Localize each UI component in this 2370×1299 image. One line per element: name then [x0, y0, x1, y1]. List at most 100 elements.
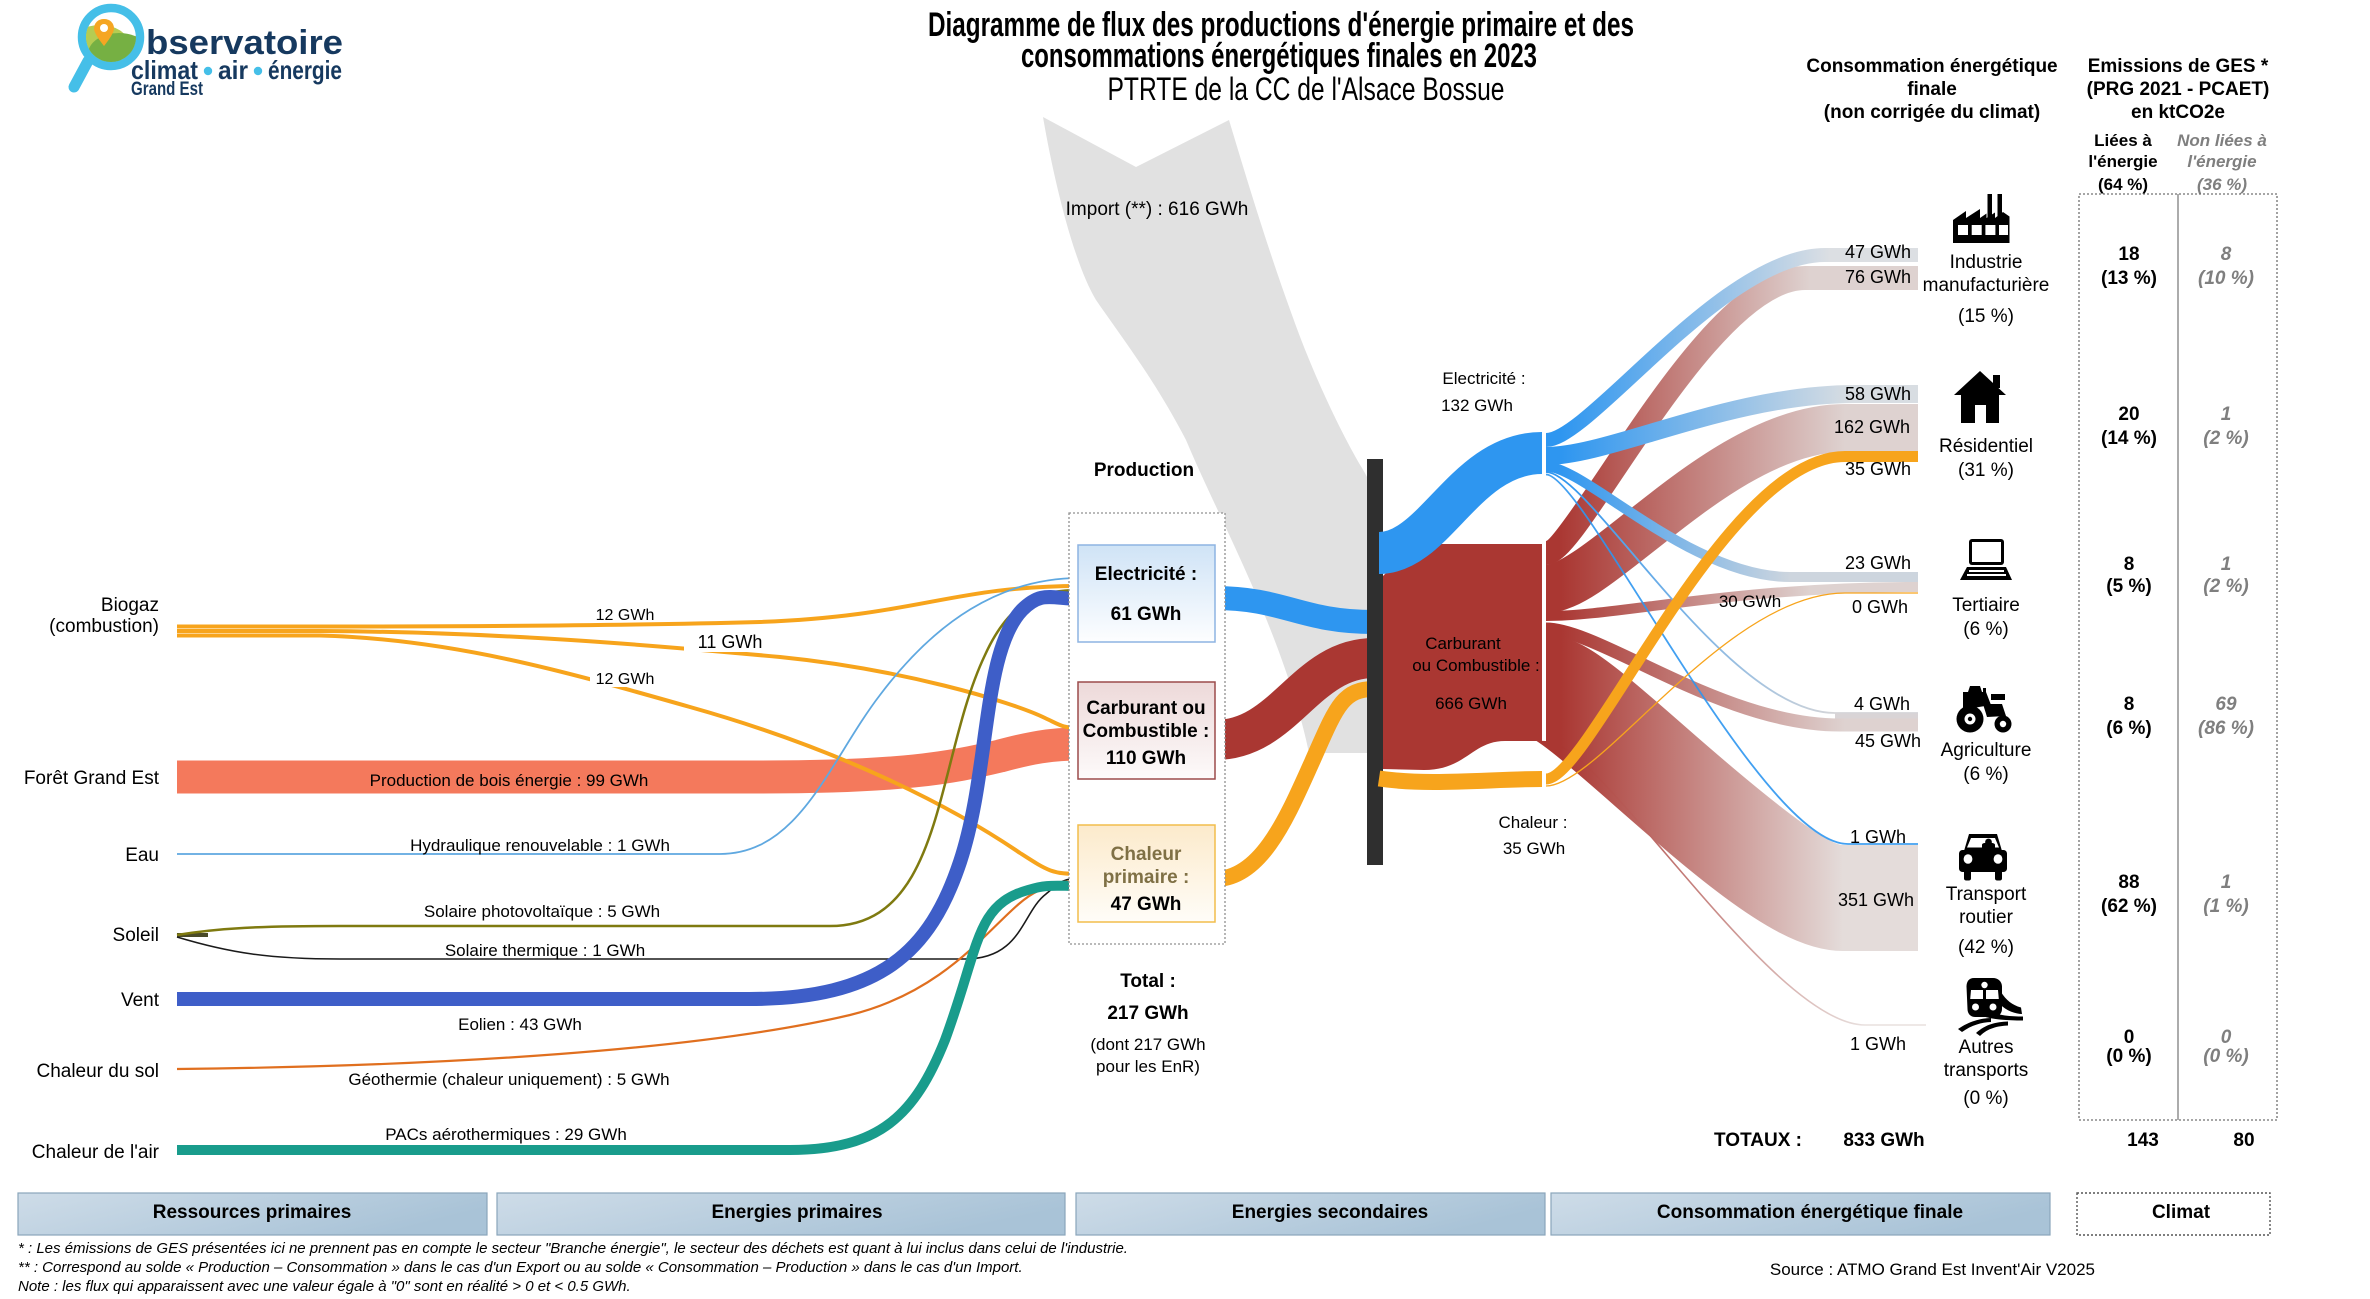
svg-text:Combustible :: Combustible :	[1083, 721, 1210, 742]
svg-text:Transport: Transport	[1946, 884, 2027, 905]
svg-text:l'énergie: l'énergie	[2187, 152, 2256, 171]
svg-text:8: 8	[2124, 694, 2135, 715]
svg-text:** : Correspond au solde « Pro: ** : Correspond au solde « Production – …	[18, 1259, 1023, 1276]
svg-text:Energies secondaires: Energies secondaires	[1232, 1202, 1428, 1223]
svg-text:(6 %): (6 %)	[1963, 619, 2008, 640]
svg-text:TOTAUX :: TOTAUX :	[1714, 1130, 1802, 1151]
svg-text:Tertiaire: Tertiaire	[1952, 595, 2020, 616]
svg-text:finale: finale	[1907, 79, 1957, 100]
svg-text:Chaleur de l'air: Chaleur de l'air	[32, 1142, 160, 1163]
svg-text:58 GWh: 58 GWh	[1845, 384, 1911, 404]
svg-text:47 GWh: 47 GWh	[1111, 894, 1182, 915]
svg-text:Electricité :: Electricité :	[1442, 369, 1525, 388]
svg-text:énergie: énergie	[268, 55, 342, 85]
svg-text:en ktCO2e: en ktCO2e	[2131, 102, 2225, 123]
svg-text:Chaleur: Chaleur	[1111, 844, 1182, 865]
svg-text:routier: routier	[1959, 907, 2014, 928]
svg-text:(86 %): (86 %)	[2198, 718, 2254, 739]
svg-text:Energies primaires: Energies primaires	[711, 1202, 882, 1223]
svg-text:1: 1	[2221, 872, 2232, 893]
svg-text:1 GWh: 1 GWh	[1850, 1034, 1906, 1054]
svg-text:Electricité :: Electricité :	[1095, 564, 1197, 585]
svg-text:217 GWh: 217 GWh	[1107, 1003, 1188, 1024]
svg-text:Grand Est: Grand Est	[131, 79, 204, 100]
svg-text:(5 %): (5 %)	[2106, 576, 2151, 597]
svg-text:(10 %): (10 %)	[2198, 268, 2254, 289]
svg-text:4 GWh: 4 GWh	[1854, 694, 1910, 714]
svg-text:Source : ATMO Grand Est Invent: Source : ATMO Grand Est Invent'Air V2025	[1770, 1260, 2095, 1279]
svg-text:Biogaz: Biogaz	[101, 595, 159, 616]
svg-text:80: 80	[2233, 1130, 2254, 1151]
svg-text:Chaleur du sol: Chaleur du sol	[36, 1061, 159, 1082]
svg-text:20: 20	[2118, 404, 2139, 425]
svg-text:* : Les émissions de GES prése: * : Les émissions de GES présentées ici …	[18, 1240, 1128, 1257]
svg-text:Liées à: Liées à	[2094, 131, 2152, 150]
svg-text:0: 0	[2221, 1027, 2232, 1048]
svg-text:ou Combustible :: ou Combustible :	[1412, 656, 1540, 675]
svg-text:Vent: Vent	[121, 990, 160, 1011]
svg-text:Forêt Grand Est: Forêt Grand Est	[24, 768, 160, 789]
svg-text:1: 1	[2221, 404, 2232, 425]
svg-text:35 GWh: 35 GWh	[1845, 459, 1911, 479]
svg-text:Solaire photovoltaïque : 5 GW: Solaire photovoltaïque : 5 GWh	[424, 902, 660, 921]
svg-text:351 GWh: 351 GWh	[1838, 890, 1914, 910]
svg-text:45 GWh: 45 GWh	[1855, 731, 1921, 751]
svg-text:30 GWh: 30 GWh	[1719, 592, 1781, 611]
svg-text:(1 %): (1 %)	[2203, 896, 2248, 917]
svg-text:PTRTE de la CC de l'Alsace Bos: PTRTE de la CC de l'Alsace Bossue	[1108, 71, 1505, 107]
svg-text:Eau: Eau	[125, 845, 159, 866]
svg-text:(31 %): (31 %)	[1958, 460, 2014, 481]
svg-text:Diagramme de flux des producti: Diagramme de flux des productions d'éner…	[928, 6, 1634, 44]
svg-text:(62 %): (62 %)	[2101, 896, 2157, 917]
svg-text:8: 8	[2221, 244, 2232, 265]
svg-text:air: air	[218, 55, 248, 85]
svg-text:Autres: Autres	[1959, 1037, 2014, 1058]
svg-text:l'énergie: l'énergie	[2088, 152, 2157, 171]
svg-text:35 GWh: 35 GWh	[1503, 839, 1565, 858]
svg-text:Note : les flux qui apparaisse: Note : les flux qui apparaissent avec un…	[18, 1278, 631, 1295]
svg-text:Ressources primaires: Ressources primaires	[153, 1202, 352, 1223]
svg-text:76 GWh: 76 GWh	[1845, 267, 1911, 287]
svg-text:0: 0	[2124, 1027, 2135, 1048]
svg-text:132 GWh: 132 GWh	[1441, 396, 1513, 415]
svg-text:(0 %): (0 %)	[2203, 1046, 2248, 1067]
svg-text:(6 %): (6 %)	[2106, 718, 2151, 739]
svg-text:transports: transports	[1944, 1060, 2028, 1081]
svg-text:Carburant ou: Carburant ou	[1086, 698, 1205, 719]
svg-text:8: 8	[2124, 554, 2135, 575]
svg-text:(0 %): (0 %)	[1963, 1088, 2008, 1109]
svg-text:23 GWh: 23 GWh	[1845, 553, 1911, 573]
svg-text:12 GWh: 12 GWh	[596, 671, 655, 688]
svg-text:(15 %): (15 %)	[1958, 306, 2014, 327]
svg-text:(2 %): (2 %)	[2203, 576, 2248, 597]
svg-text:PACs aérothermiques : 29 GWh: PACs aérothermiques : 29 GWh	[385, 1125, 627, 1144]
svg-text:Résidentiel: Résidentiel	[1939, 436, 2033, 457]
svg-text:Chaleur :: Chaleur :	[1499, 813, 1568, 832]
svg-text:Industrie: Industrie	[1950, 252, 2023, 273]
svg-text:Import (**) : 616 GWh: Import (**) : 616 GWh	[1066, 199, 1249, 220]
svg-text:(dont 217 GWh: (dont 217 GWh	[1090, 1035, 1205, 1054]
svg-text:Géothermie (chaleur uniquement: Géothermie (chaleur uniquement) : 5 GWh	[348, 1070, 669, 1089]
svg-text:(0 %): (0 %)	[2106, 1046, 2151, 1067]
svg-text:(36 %): (36 %)	[2197, 175, 2247, 194]
svg-text:(2 %): (2 %)	[2203, 428, 2248, 449]
svg-text:Agriculture: Agriculture	[1941, 740, 2032, 761]
svg-text:162 GWh: 162 GWh	[1834, 417, 1910, 437]
svg-text:143: 143	[2127, 1130, 2159, 1151]
svg-text:Climat: Climat	[2152, 1202, 2211, 1223]
svg-text:Eolien : 43 GWh: Eolien : 43 GWh	[458, 1015, 582, 1034]
svg-text:pour les EnR): pour les EnR)	[1096, 1057, 1200, 1076]
svg-text:Production de bois énergie :: Production de bois énergie : 99 GWh	[370, 771, 649, 790]
svg-text:Production: Production	[1094, 460, 1194, 481]
svg-text:Total :: Total :	[1120, 971, 1176, 992]
svg-text:1 GWh: 1 GWh	[1850, 827, 1906, 847]
svg-text:(13 %): (13 %)	[2101, 268, 2157, 289]
svg-text:Carburant: Carburant	[1425, 634, 1501, 653]
svg-text:Consommation énergétique final: Consommation énergétique finale	[1657, 1202, 1963, 1223]
svg-text:666 GWh: 666 GWh	[1435, 694, 1507, 713]
svg-text:1: 1	[2221, 554, 2232, 575]
svg-text:(PRG 2021 - PCAET): (PRG 2021 - PCAET)	[2087, 79, 2270, 100]
svg-text:Emissions de GES *: Emissions de GES *	[2088, 56, 2269, 77]
svg-text:(64 %): (64 %)	[2098, 175, 2148, 194]
svg-text:(6 %): (6 %)	[1963, 764, 2008, 785]
